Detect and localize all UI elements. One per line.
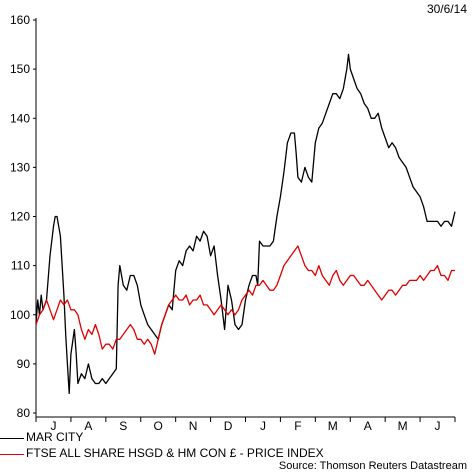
y-tick-label: 100 [10,308,30,322]
legend-entry-ftse: FTSE ALL SHARE HSGD & HM CON £ - PRICE I… [0,446,475,462]
x-tick-label: J [435,419,441,433]
x-tick-label: M [328,419,338,433]
x-tick-label: A [84,419,92,433]
chart-axes: 80 90 100 110 120 130 140 150 160 J A S O N D J F M A M J [10,13,456,433]
x-tick-label: J [260,419,266,433]
legend-entry-mar-city: MAR CITY [0,430,475,446]
series-line-ftse [35,245,455,355]
legend-label-ftse: FTSE ALL SHARE HSGD & HM CON £ - PRICE I… [26,446,324,460]
x-tick-label: A [364,419,372,433]
x-tick-label: F [294,419,301,433]
x-tick-label: M [398,419,408,433]
source-note: Source: Thomson Reuters Datastream [278,460,467,472]
y-tick-label: 80 [17,406,31,420]
legend-swatch-ftse [0,454,24,455]
series-line-mar-city [35,53,456,395]
y-tick-label: 110 [11,259,30,273]
y-tick-label: 140 [10,111,30,125]
legend-label-mar-city: MAR CITY [26,430,84,444]
y-tick-label: 160 [10,13,30,27]
y-tick-label: 120 [10,210,30,224]
x-tick-label: J [50,419,56,433]
legend-swatch-mar-city [0,438,24,439]
x-tick-label: S [119,419,127,433]
y-tick-label: 130 [10,160,30,174]
y-tick-label: 150 [10,62,30,76]
x-tick-label: N [189,419,198,433]
y-tick-label: 90 [17,357,31,371]
x-tick-label: D [224,419,233,433]
chart-series [35,53,456,395]
x-tick-label: O [154,419,163,433]
date-label: 30/6/14 [426,2,467,16]
